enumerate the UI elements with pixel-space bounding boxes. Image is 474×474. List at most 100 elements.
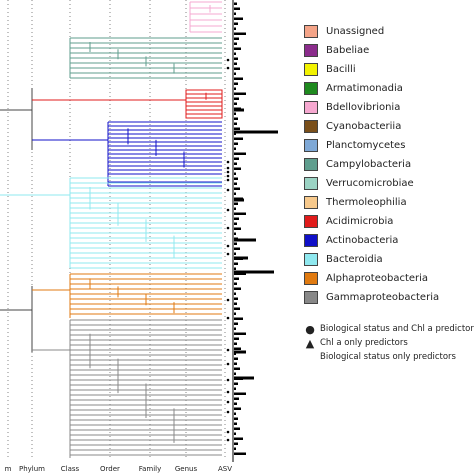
predictor-key: ● Biological status and Chl a predictors …	[304, 322, 474, 364]
predictor-dot-marker	[226, 348, 230, 352]
abundance-bar	[234, 332, 246, 335]
abundance-bar	[234, 37, 239, 40]
legend-swatch	[304, 215, 318, 228]
axis-label: Family	[139, 465, 162, 473]
abundance-bar	[234, 407, 241, 410]
predictor-dot-marker	[226, 160, 230, 164]
legend-swatch	[304, 63, 318, 76]
predictor-dot-marker	[226, 378, 230, 382]
abundance-bar	[234, 87, 236, 90]
abundance-bar	[234, 2, 237, 5]
legend-item-acidimicrobia: Acidimicrobia	[304, 212, 469, 231]
abundance-bar	[234, 337, 239, 340]
abundance-bar	[234, 412, 236, 415]
abundance-bar	[234, 130, 278, 134]
predictor-dot-marker	[226, 410, 230, 414]
predictor-dot-marker	[226, 400, 230, 404]
legend-item-babeliae: Babeliae	[304, 41, 469, 60]
predictor-dot-marker	[226, 208, 230, 212]
legend-swatch	[304, 158, 318, 171]
abundance-bar	[234, 247, 240, 250]
predictor-dot-marker	[226, 166, 230, 170]
axis-label: Genus	[175, 465, 198, 473]
key-chl-only: ▲ Chl a only predictors	[305, 336, 408, 350]
legend-swatch	[304, 139, 318, 152]
abundance-bar	[234, 322, 238, 325]
abundance-bar	[234, 267, 236, 270]
abundance-bar	[234, 82, 238, 85]
abundance-bar	[234, 222, 237, 225]
abundance-bar	[234, 27, 236, 30]
key-bio-only: Biological status only predictors	[320, 352, 456, 362]
abundance-bar	[234, 262, 238, 265]
legend-swatch	[304, 234, 318, 247]
abundance-bar	[234, 376, 254, 380]
abundance-bar	[234, 42, 237, 45]
abundance-bar	[234, 72, 236, 75]
abundance-bar	[234, 292, 236, 295]
abundance-bar	[234, 350, 246, 354]
circle-icon: ●	[305, 322, 315, 336]
legend-item-planctomycetes: Planctomycetes	[304, 136, 469, 155]
abundance-bar	[234, 162, 237, 165]
predictor-dot-marker	[226, 430, 230, 434]
abundance-bar	[234, 252, 236, 255]
predictor-dot-marker	[226, 178, 230, 182]
abundance-bar	[234, 67, 240, 70]
abundance-bar	[234, 198, 244, 202]
abundance-bar	[234, 302, 237, 305]
abundance-bar	[234, 167, 241, 170]
predictor-dot-marker	[226, 252, 230, 256]
abundance-bar	[234, 417, 238, 420]
abundance-bar	[234, 447, 236, 450]
abundance-bar	[234, 22, 238, 25]
legend-swatch	[304, 177, 318, 190]
abundance-bar	[234, 392, 246, 395]
legend-item-cyanobacteriia: Cyanobacteriia	[304, 117, 469, 136]
predictor-dot-marker	[226, 316, 230, 320]
abundance-bar	[234, 112, 236, 115]
abundance-bar	[234, 212, 246, 215]
abundance-bar	[234, 137, 243, 140]
abundance-bar	[234, 12, 236, 15]
abundance-bar	[234, 117, 238, 120]
abundance-bar	[234, 182, 237, 185]
legend-swatch	[304, 82, 318, 95]
legend-item-bacilli: Bacilli	[304, 60, 469, 79]
legend-item-thermoleophilia: Thermoleophilia	[304, 193, 469, 212]
legend-item-verrucomicrobiae: Verrucomicrobiae	[304, 174, 469, 193]
predictor-dot-marker	[226, 362, 230, 366]
abundance-bar	[234, 52, 236, 55]
abundance-bar	[234, 57, 238, 60]
axis-label: ASV	[218, 465, 232, 473]
abundance-bar	[234, 277, 239, 280]
abundance-bar	[234, 272, 246, 275]
abundance-bar	[234, 17, 243, 20]
legend-item-unassigned: Unassigned	[304, 22, 469, 41]
predictor-dot-marker	[226, 174, 230, 178]
abundance-bar	[234, 342, 237, 345]
abundance-bar	[234, 357, 238, 360]
legend-item-bacteroidia: Bacteroidia	[304, 250, 469, 269]
abundance-bar	[234, 172, 236, 175]
predictor-dot-marker	[226, 58, 230, 62]
abundance-bar	[234, 422, 237, 425]
abundance-bar	[234, 427, 240, 430]
legend-swatch	[304, 101, 318, 114]
predictor-dot-marker	[226, 66, 230, 70]
abundance-bar	[234, 442, 238, 445]
legend-item-actinobacteria: Actinobacteria	[304, 231, 469, 250]
legend-swatch	[304, 196, 318, 209]
abundance-bar	[234, 202, 238, 205]
class-legend: Unassigned Babeliae Bacilli Armatimonadi…	[304, 22, 469, 307]
abundance-bar	[234, 127, 240, 130]
abundance-bar	[234, 97, 239, 100]
predictor-dot-marker	[226, 188, 230, 192]
abundance-bar	[234, 362, 237, 365]
key-both-predictors: ● Biological status and Chl a predictors	[305, 322, 474, 336]
predictor-dot-marker	[226, 390, 230, 394]
legend-swatch	[304, 291, 318, 304]
abundance-bar	[234, 242, 237, 245]
abundance-bar	[234, 327, 236, 330]
